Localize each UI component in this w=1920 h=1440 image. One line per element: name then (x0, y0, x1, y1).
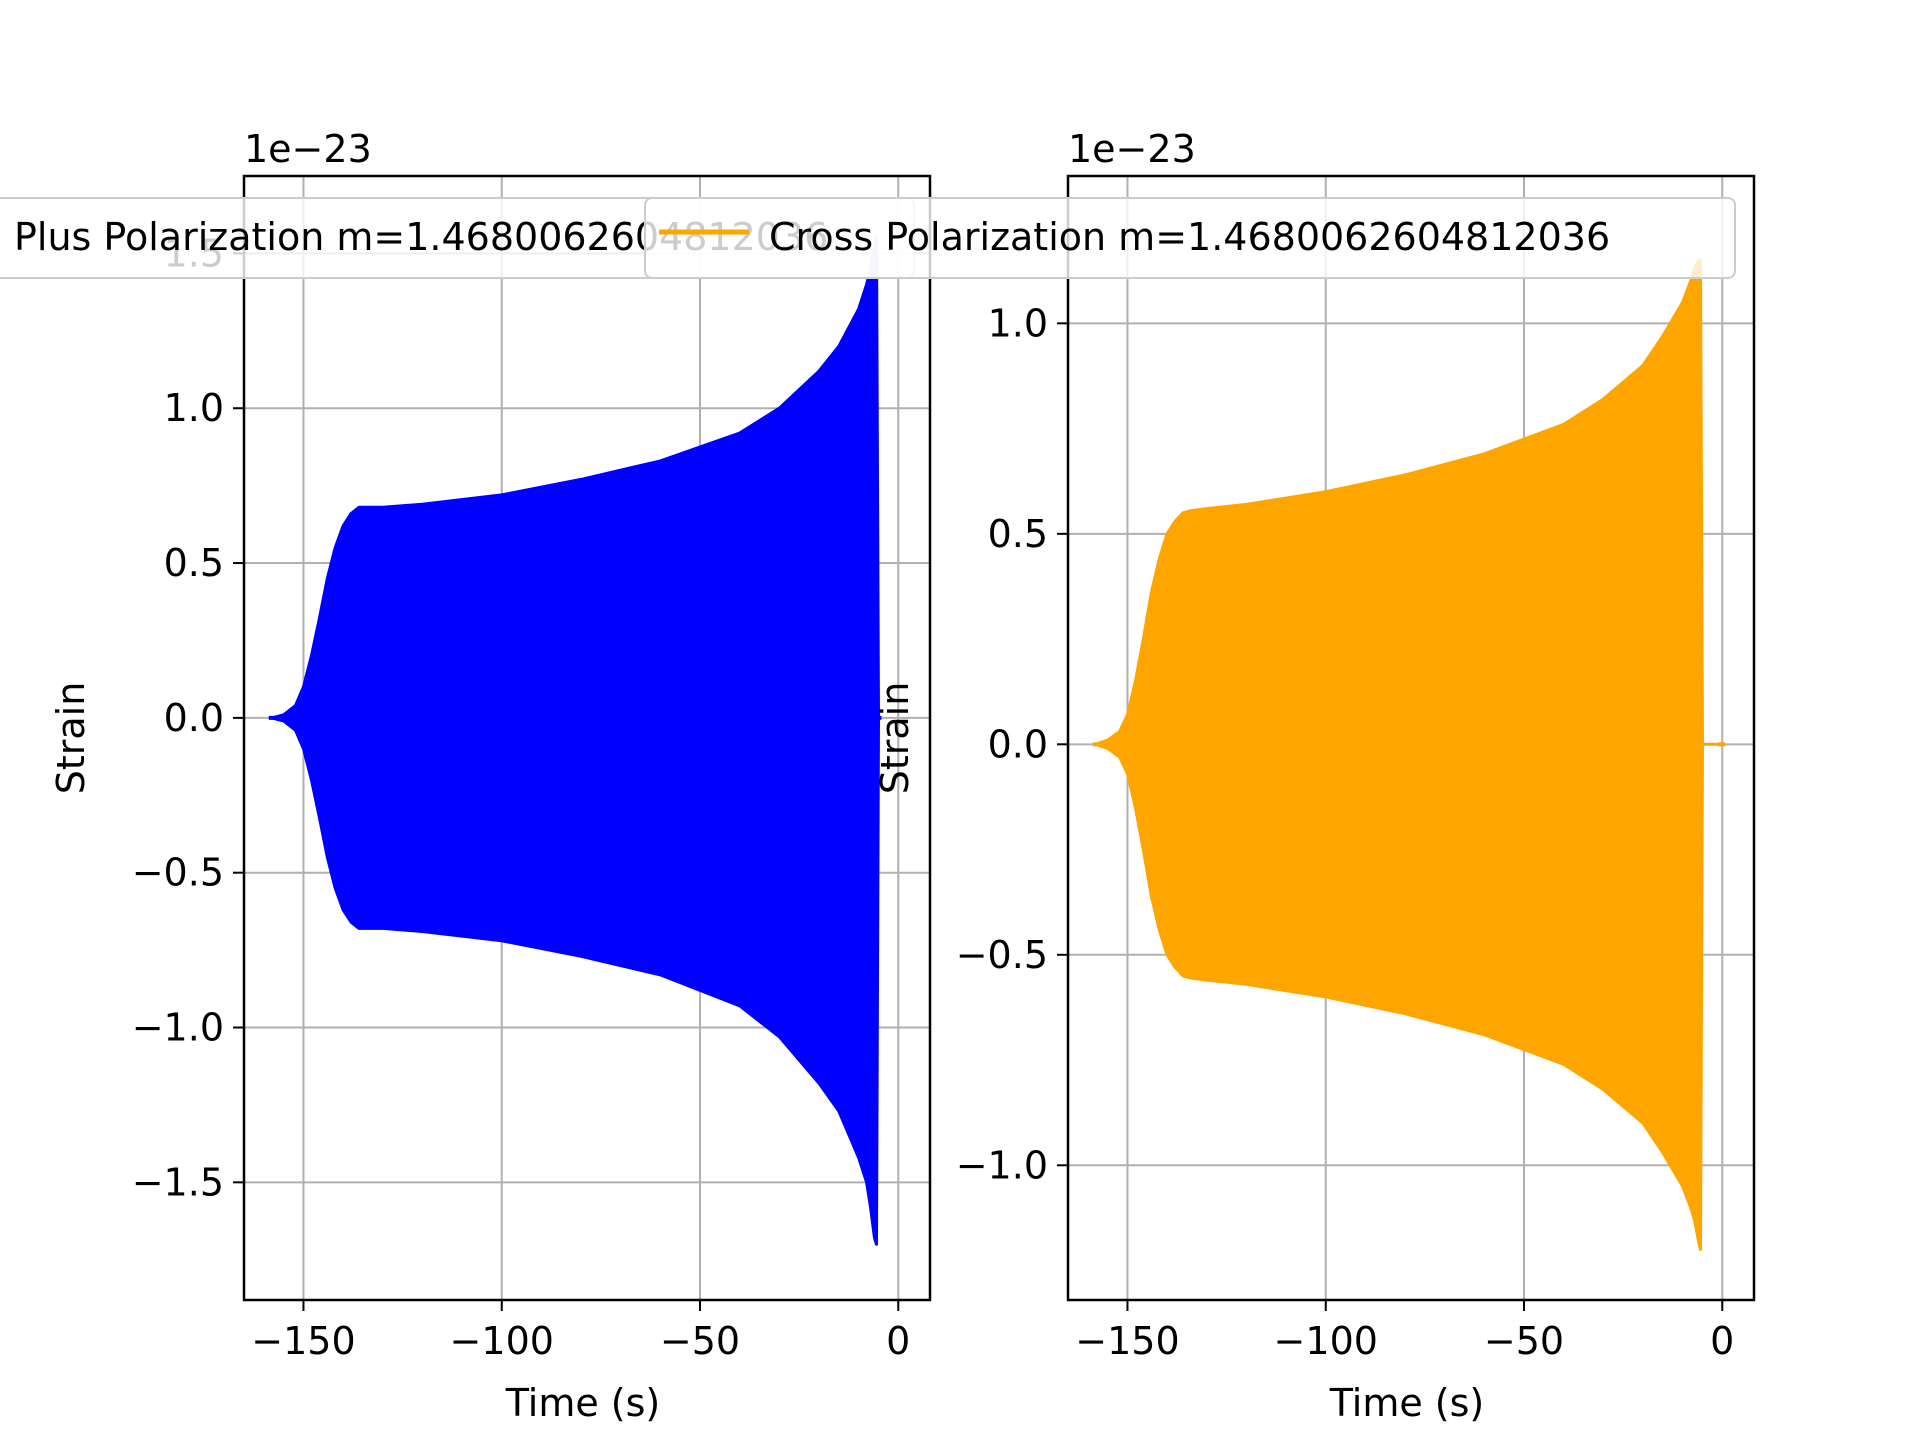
y-tick-label: −1.0 (956, 1143, 1048, 1187)
axes-frame (242, 174, 932, 1302)
y-axis-label: Strain (873, 682, 917, 795)
y-tick-label: 0.5 (988, 512, 1048, 556)
left-subplot-plus-polarization: −150−100−500−1.5−1.0−0.50.00.51.01.5Time… (49, 127, 932, 1425)
y-tick-label: 0.0 (164, 696, 224, 740)
y-offset-label: 1e−23 (244, 127, 372, 171)
y-tick-label: 1.0 (164, 386, 224, 430)
y-tick-label: −0.5 (956, 933, 1048, 977)
x-axis-label: Time (s) (505, 1381, 661, 1425)
legend-frame (644, 197, 1736, 279)
y-tick-label: 0.5 (164, 541, 224, 585)
y-tick-label: 0.0 (988, 722, 1048, 766)
series-plus-polarization (268, 236, 882, 1246)
series-cross-polarization (1092, 258, 1726, 1251)
legend-cross-polarization: Cross Polarization m=1.4680062604812036 (644, 197, 1736, 279)
right-subplot-cross-polarization: −150 −100 −50 0 −1.0 −0.5 0.0 0.5 1.0 Time (s) Str… (873, 127, 1756, 1425)
y-tick-label: 1.0 (988, 301, 1048, 345)
y-offset-label: 1e−23 (1068, 127, 1196, 171)
y-tick-label: −1.0 (132, 1006, 224, 1050)
y-tick-label: −1.5 (132, 1160, 224, 1204)
x-tick-label: −150 (1075, 1319, 1179, 1363)
x-tick-label: 0 (1710, 1319, 1734, 1363)
x-tick-label: −150 (251, 1319, 355, 1363)
y-tick-label: −0.5 (132, 851, 224, 895)
y-axis-label: Strain (49, 682, 93, 795)
x-tick-label: −100 (450, 1319, 554, 1363)
x-axis-label: Time (s) (1329, 1381, 1485, 1425)
x-tick-label: −50 (660, 1319, 740, 1363)
legend-label: Cross Polarization m=1.4680062604812036 (769, 215, 1610, 259)
x-tick-label: −100 (1274, 1319, 1378, 1363)
axes-frame (1066, 174, 1756, 1302)
x-tick-label: 0 (886, 1319, 910, 1363)
x-tick-label: −50 (1484, 1319, 1564, 1363)
